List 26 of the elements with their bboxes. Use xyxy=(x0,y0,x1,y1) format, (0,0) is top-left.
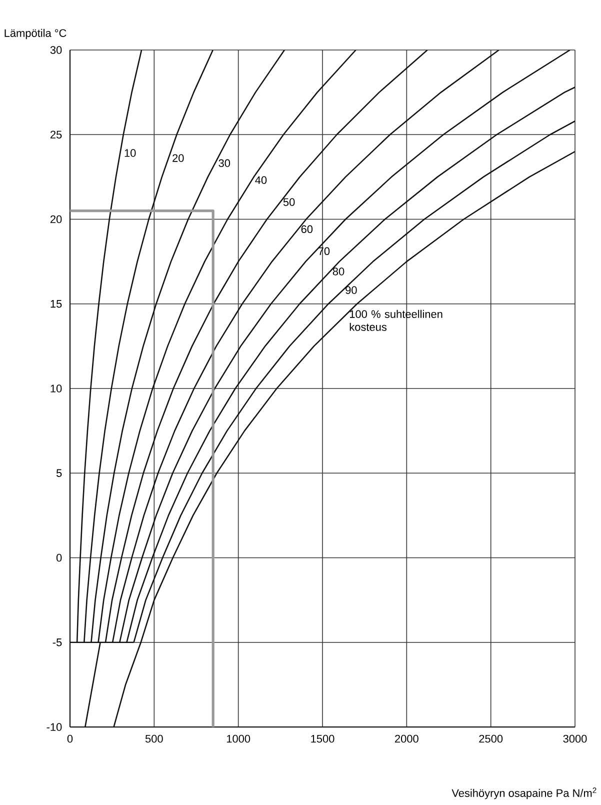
series-label: 40 xyxy=(255,176,267,184)
x-tick-label: 2500 xyxy=(479,734,503,743)
x-tick-label: 0 xyxy=(67,734,73,743)
x-tick-label: 500 xyxy=(145,734,163,743)
y-tick-label: 5 xyxy=(56,469,62,477)
y-tick-label: 25 xyxy=(50,130,62,138)
y-tick-label: 20 xyxy=(50,215,62,224)
x-axis-title: Vesihöyryn osapaine Pa N/m$^{2}$ xyxy=(452,788,596,800)
x-tick-label: 2000 xyxy=(395,734,418,743)
series-label: 80 xyxy=(332,268,344,276)
y-axis-title: Lämpötila °C xyxy=(4,28,66,40)
y-tick-label: 10 xyxy=(50,384,62,392)
series-label: 10 xyxy=(124,149,136,157)
y-tick-label: -5 xyxy=(52,638,62,646)
y-tick-label: 30 xyxy=(50,46,62,54)
x-tick-label: 3000 xyxy=(563,734,587,743)
series-label: 60 xyxy=(301,225,313,234)
x-tick-label: 1500 xyxy=(311,734,334,743)
y-tick-label: -10 xyxy=(46,723,62,731)
y-tick-label: 0 xyxy=(56,554,62,562)
series-label: 50 xyxy=(283,198,295,206)
x-tick-label: 1000 xyxy=(226,734,250,743)
y-tick-label: 15 xyxy=(50,300,62,308)
series-label: 30 xyxy=(218,159,230,168)
series-label: 90 xyxy=(346,286,357,294)
series-label: 20 xyxy=(172,154,184,162)
